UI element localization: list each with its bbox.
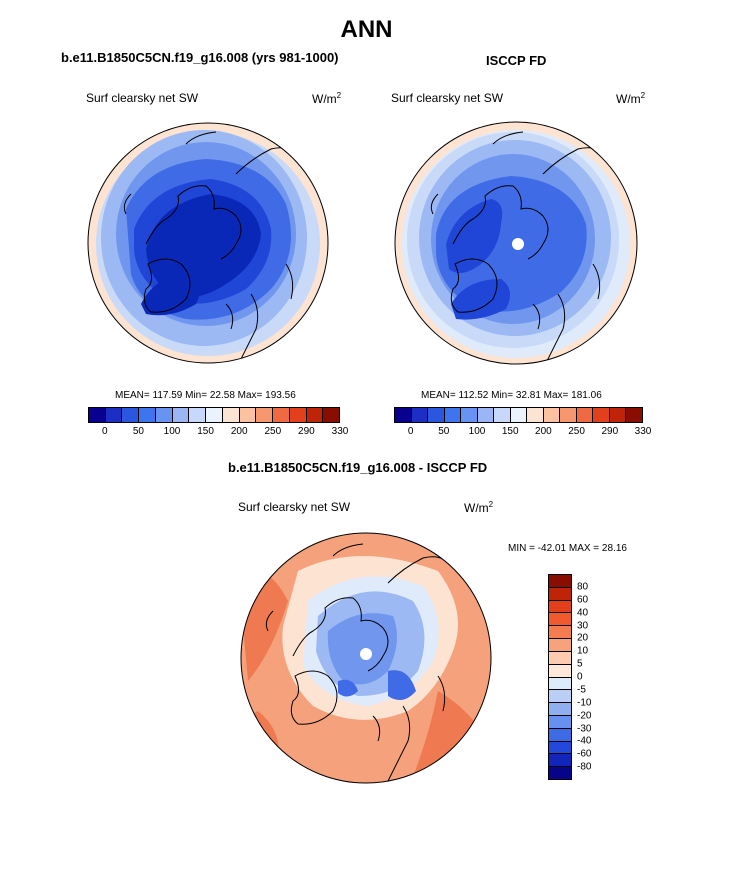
figure-title: ANN (340, 16, 393, 43)
diff-panel-units: W/m2 (464, 500, 494, 515)
colorbar-tick-label: 330 (634, 426, 652, 437)
panel1-colorbar (88, 407, 340, 423)
colorbar-swatch (222, 408, 240, 422)
colorbar-swatch (549, 703, 571, 716)
colorbar-swatch (549, 728, 571, 742)
colorbar-swatch (549, 613, 571, 627)
colorbar-swatch (306, 408, 324, 422)
colorbar-tick-label: 50 (438, 426, 450, 437)
diff-panel-variable: Surf clearsky net SW (238, 500, 351, 514)
colorbar-tick-label: 290 (298, 426, 315, 437)
colorbar-swatch (549, 741, 571, 755)
colorbar-tick-label: 40 (577, 607, 589, 619)
colorbar-swatch (139, 408, 156, 422)
colorbar-tick-label: 30 (577, 620, 589, 631)
panel1-variable: Surf clearsky net SW (86, 91, 199, 105)
colorbar-swatch (494, 408, 511, 422)
colorbar-swatch (549, 754, 571, 768)
colorbar-tick-label: 150 (501, 426, 519, 437)
panel2-colorbar (394, 407, 643, 423)
diff-panel-stats: MIN = -42.01 MAX = 28.16 (508, 543, 627, 554)
colorbar-swatch (428, 408, 445, 422)
colorbar-tick-label: 0 (102, 426, 108, 437)
colorbar-tick-label: -5 (577, 684, 586, 696)
colorbar-swatch (609, 408, 627, 422)
colorbar-swatch (395, 408, 412, 422)
colorbar-swatch (105, 408, 123, 422)
colorbar-swatch (549, 690, 571, 704)
colorbar-tick-label: -80 (577, 761, 592, 773)
colorbar-tick-label: 0 (577, 671, 583, 683)
colorbar-swatch (189, 408, 207, 422)
colorbar-tick-label: 200 (230, 426, 248, 437)
colorbar-swatch (549, 664, 571, 678)
colorbar-tick-label: 250 (568, 426, 585, 437)
colorbar-tick-label: 250 (264, 426, 282, 437)
panel1-colorbar-labels: 0 50 100 150 200 250 290 330 (88, 426, 348, 440)
colorbar-tick-label: 150 (197, 426, 214, 437)
colorbar-tick-label: -20 (577, 710, 592, 722)
colorbar-tick-label: 100 (163, 426, 181, 437)
colorbar-swatch (461, 408, 478, 422)
colorbar-swatch (576, 408, 594, 422)
colorbar-swatch (289, 408, 307, 422)
panel1-title: b.e11.B1850C5CN.f19_g16.008 (yrs 981-100… (61, 50, 339, 65)
colorbar-swatch (549, 677, 571, 691)
colorbar-tick-label: 290 (601, 426, 619, 437)
panel2-variable: Surf clearsky net SW (391, 91, 504, 105)
colorbar-swatch (593, 408, 610, 422)
colorbar-swatch (256, 408, 274, 422)
colorbar-tick-label: 5 (577, 658, 583, 670)
panel2-stats: MEAN= 112.52 Min= 32.81 Max= 181.06 (421, 390, 602, 401)
colorbar-swatch (510, 408, 528, 422)
colorbar-tick-label: 0 (407, 426, 414, 437)
colorbar-tick-label: -10 (577, 697, 592, 709)
colorbar-swatch (626, 408, 642, 422)
colorbar-swatch (89, 408, 106, 422)
colorbar-tick-label: 80 (577, 581, 589, 593)
colorbar-swatch (549, 587, 571, 601)
colorbar-swatch (560, 408, 577, 422)
colorbar-swatch (444, 408, 462, 422)
colorbar-swatch (549, 639, 571, 652)
panel1-units: W/m2 (312, 91, 342, 106)
diff-map (240, 532, 492, 784)
colorbar-swatch (549, 767, 571, 779)
colorbar-swatch (527, 408, 544, 422)
colorbar-tick-label: 50 (132, 426, 144, 437)
panel2-map (394, 121, 638, 365)
colorbar-swatch (411, 408, 429, 422)
colorbar-tick-label: 20 (577, 632, 589, 644)
panel2-colorbar-labels: 0 50 100 150 200 250 290 330 (394, 426, 652, 440)
colorbar-swatch (549, 575, 571, 588)
colorbar-swatch (323, 408, 340, 422)
colorbar-tick-label: 100 (468, 426, 486, 437)
colorbar-swatch (239, 408, 257, 422)
colorbar-swatch (543, 408, 561, 422)
colorbar-swatch (155, 408, 173, 422)
colorbar-tick-label: 330 (331, 426, 349, 437)
panel1-map (87, 122, 329, 364)
colorbar-tick-label: -30 (577, 723, 592, 734)
panel2-title: ISCCP FD (486, 53, 547, 68)
colorbar-swatch (549, 600, 571, 614)
colorbar-tick-label: -40 (577, 735, 592, 747)
diff-colorbar (548, 574, 572, 780)
colorbar-swatch (549, 715, 571, 729)
colorbar-swatch (122, 408, 140, 422)
panel1-stats: MEAN= 117.59 Min= 22.58 Max= 193.56 (115, 390, 296, 401)
colorbar-tick-label: 10 (577, 645, 589, 657)
diff-panel-title: b.e11.B1850C5CN.f19_g16.008 - ISCCP FD (228, 460, 488, 475)
colorbar-tick-label: -60 (577, 748, 592, 760)
colorbar-tick-label: 60 (577, 594, 589, 606)
colorbar-swatch (273, 408, 290, 422)
colorbar-swatch (477, 408, 495, 422)
colorbar-swatch (172, 408, 190, 422)
colorbar-swatch (549, 626, 571, 640)
diff-colorbar-labels: 80 60 40 30 20 10 5 0 -5 -10 -20 -30 -40 -60 -80 (577, 574, 617, 778)
panel2-units: W/m2 (616, 91, 646, 106)
colorbar-swatch (206, 408, 223, 422)
colorbar-tick-label: 200 (535, 426, 552, 437)
colorbar-swatch (549, 651, 571, 665)
